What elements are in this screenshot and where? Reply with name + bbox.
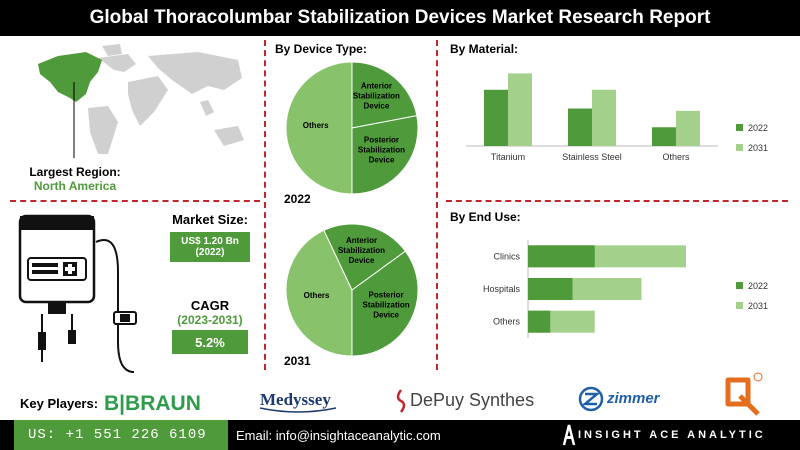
cagr-label: CAGR: [190, 298, 230, 313]
device-type-title: By Device Type:: [275, 42, 367, 56]
contact-phone: US: +1 551 226 6109: [14, 420, 228, 450]
legend-label-2031: 2031: [748, 301, 768, 311]
divider-left: [264, 40, 266, 370]
legend-label-2022: 2022: [748, 123, 768, 133]
brand-a-icon: [562, 424, 576, 446]
legend-swatch-2022: [736, 124, 743, 131]
cagr-value: 5.2%: [195, 334, 225, 350]
zimmer-logo: zimmer: [607, 390, 660, 407]
pie-slice-anterior: [351, 61, 418, 129]
pie-slice-label: Others: [303, 121, 329, 130]
contact-email[interactable]: Email: info@insightaceanalytic.com: [236, 427, 441, 443]
north-america-shape: [38, 52, 102, 102]
market-size-label: Market Size:: [172, 212, 248, 227]
cagr-value-box: 5.2%: [172, 330, 248, 354]
legend-swatch-2031: [736, 302, 743, 309]
medyssey-swoosh: [259, 407, 337, 413]
bar-stainless-steel-2022: [568, 108, 592, 146]
material-bar-chart: Titanium Stainless Steel Others 2022 2031: [466, 73, 768, 162]
pie-2022-year: 2022: [284, 192, 311, 206]
bar-others-2022: [652, 127, 676, 146]
cagr-period: (2023-2031): [177, 313, 243, 327]
report-title: Global Thoracolumbar Stabilization Devic…: [0, 0, 800, 36]
legend-label-2022: 2022: [748, 281, 768, 291]
y-tick-label: Clinics: [493, 251, 520, 261]
legend-swatch-2031: [736, 144, 743, 151]
pie-slice-label: Others: [304, 291, 330, 300]
pie-slice-label: Posterior Stabilization Device: [358, 135, 405, 164]
medyssey-logo: Medyssey: [260, 390, 331, 409]
bar-clinics-2022: [528, 245, 595, 268]
pie-slice-label: Posterior Stabilization Device: [363, 290, 410, 319]
largest-region-label: Largest Region:: [29, 165, 121, 179]
brand-name: INSIGHT ACE ANALYTIC: [578, 429, 766, 441]
y-tick-label: Hospitals: [483, 284, 521, 294]
device-type-pie-2031: Others Anterior Stabilization Device Posteri…: [285, 223, 419, 357]
end-use-bar-chart: Clinics Hospitals Others 2022 2031: [483, 240, 768, 338]
bar-others-2022: [528, 310, 551, 333]
x-tick-label: Stainless Steel: [562, 152, 622, 162]
bbraun-logo: B|BRAUN: [104, 392, 201, 415]
market-size-value: US$ 1.20 Bn: [181, 236, 239, 247]
largest-region-value: North America: [33, 179, 117, 193]
pie-slice-others: [285, 61, 353, 195]
map-continents: [88, 44, 244, 154]
divider-right-horizontal: [446, 200, 788, 202]
x-tick-label: Others: [662, 152, 690, 162]
pie-slice-label: Anterior Stabilization Device: [353, 82, 400, 111]
device-type-pie-2022: Others Anterior Stabilization Device Posteri…: [285, 61, 419, 195]
bar-stainless-steel-2031: [592, 89, 616, 146]
pie-slice-others: [285, 229, 353, 357]
pie-slice-posterior: [351, 250, 419, 357]
depuy-synthes-logo: DePuy Synthes: [410, 390, 535, 410]
zimmer-mark-icon: [578, 386, 604, 412]
bar-hospitals-2022: [528, 278, 573, 300]
divider-right: [436, 40, 438, 370]
legend-swatch-2022: [736, 282, 743, 289]
market-size-box: US$ 1.20 Bn (2022): [170, 232, 250, 262]
material-title: By Material:: [450, 42, 519, 56]
insightace-logo-mark: [725, 372, 763, 416]
pie-slice-posterior: [351, 115, 419, 195]
bar-titanium-2022: [484, 89, 508, 146]
pie-slice-anterior: [323, 223, 407, 291]
pie-slice-label: Anterior Stabilization Device: [338, 236, 385, 265]
x-tick-label: Titanium: [491, 152, 525, 162]
key-players-label: Key Players:: [20, 396, 99, 411]
divider-left-horizontal: [10, 200, 260, 202]
bar-others-2031: [676, 110, 700, 146]
end-use-title: By End Use:: [450, 210, 521, 224]
legend-label-2031: 2031: [748, 143, 768, 153]
iv-bag-device-illustration: [18, 214, 137, 373]
world-map: [38, 44, 244, 158]
depuy-mark-icon: [396, 389, 406, 413]
y-tick-label: Others: [493, 317, 521, 327]
pie-2031-year: 2031: [284, 354, 311, 368]
bar-titanium-2031: [508, 73, 532, 146]
market-size-year: (2022): [195, 247, 225, 258]
